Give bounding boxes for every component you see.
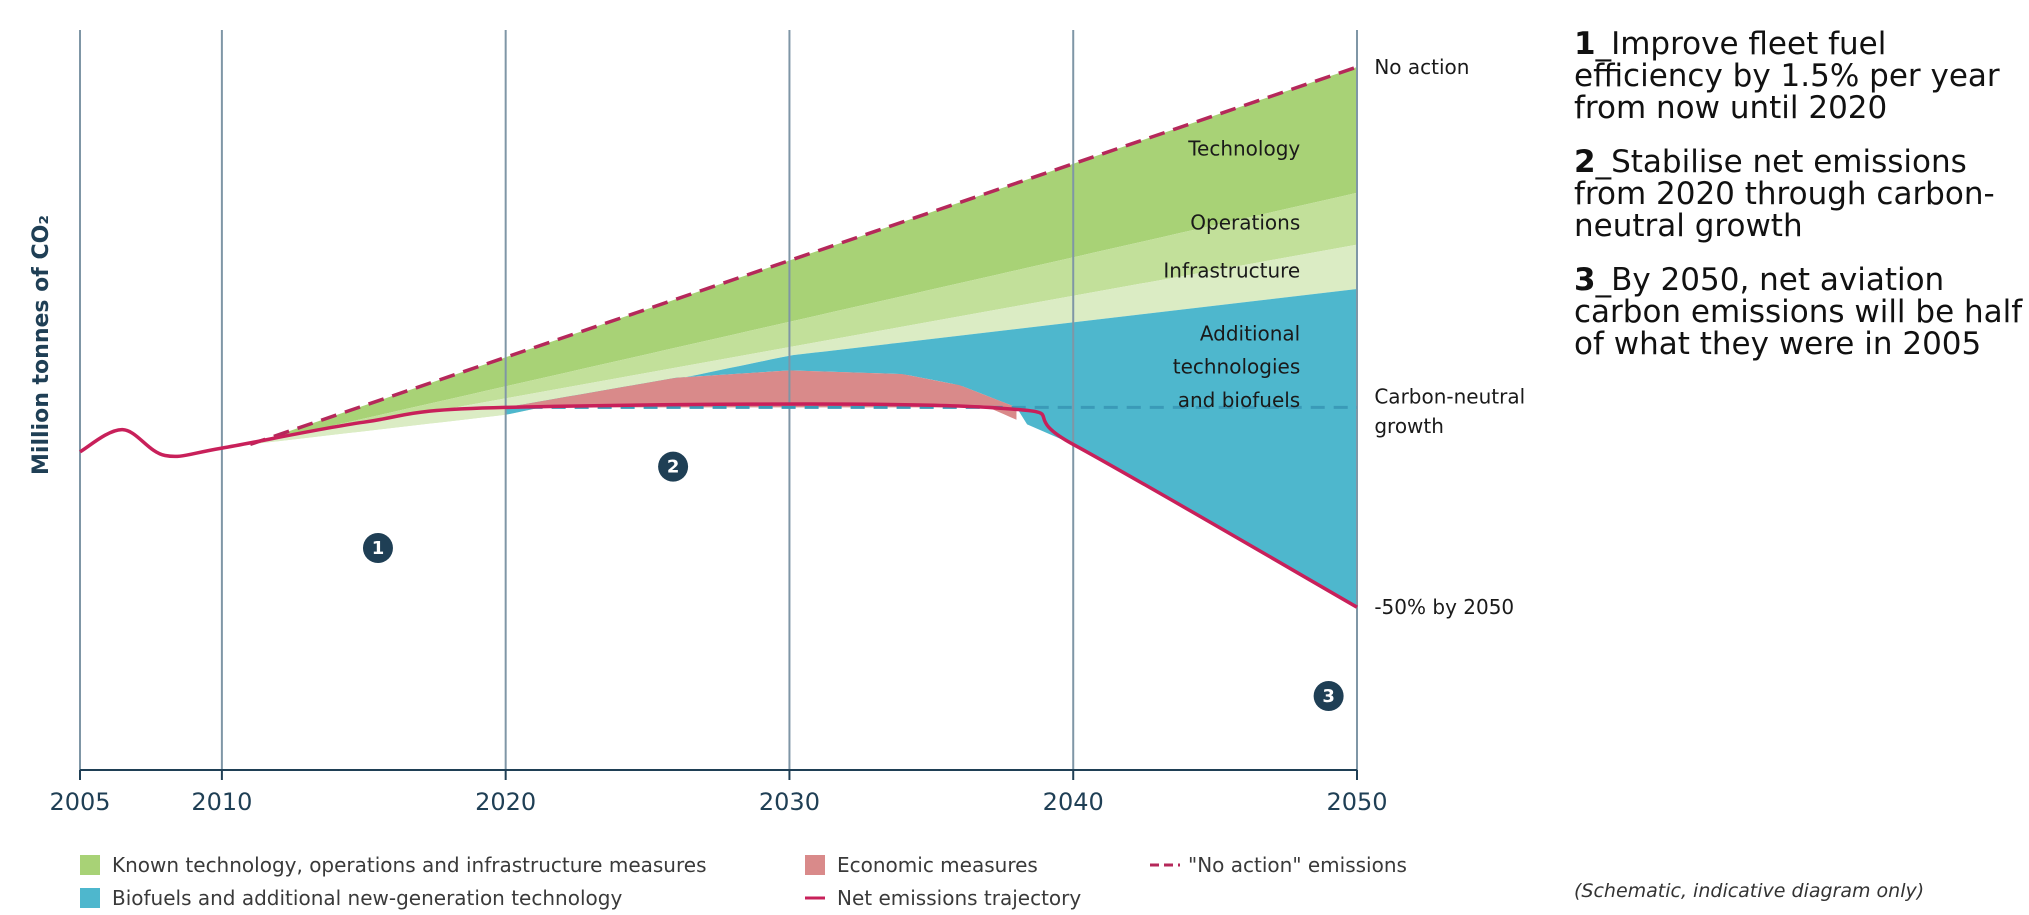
goal-marker-number: 3: [1322, 686, 1335, 707]
legend-item: Known technology, operations and infrast…: [80, 853, 707, 877]
emissions-chart: 2005 2010 2020 2030 2040 2050 Million tonnes o…: [29, 30, 1525, 910]
goal-number: 2: [1574, 144, 1596, 180]
band-label: Technology: [1187, 136, 1300, 160]
legend-swatch: [805, 855, 825, 875]
band-label: and biofuels: [1178, 388, 1300, 412]
legend-label: Known technology, operations and infrast…: [112, 853, 707, 877]
band-label: Additional: [1200, 321, 1300, 345]
area-operations: [250, 192, 1358, 445]
grid-lines: [79, 30, 1358, 770]
legend-item: Economic measures: [805, 853, 1038, 877]
no-action-line: [249, 65, 1358, 447]
legend-label: "No action" emissions: [1188, 853, 1407, 877]
goal-text: _Stabilise net emissions from 2020 throu…: [1574, 144, 1995, 244]
goal-item-1: 1_Improve fleet fuel efficiency by 1.5% …: [1574, 28, 2024, 124]
annotation: growth: [1374, 414, 1444, 438]
legend-item: "No action" emissions: [1150, 853, 1407, 877]
chart-labels: Technology Operations Infrastructure Additi…: [1163, 55, 1525, 619]
goal-marker-3: 3: [1313, 681, 1344, 711]
legend-label: Net emissions trajectory: [837, 886, 1081, 910]
net-emissions-line: [79, 402, 1358, 609]
goal-markers: 1 2 3: [362, 451, 1344, 711]
goal-marker-circle: [362, 533, 393, 563]
goal-marker-circle: [1313, 681, 1344, 711]
goal-number: 1: [1574, 26, 1596, 62]
legend-label: Economic measures: [837, 853, 1038, 877]
legend: Known technology, operations and infrast…: [80, 853, 1407, 910]
legend-swatch: [80, 855, 100, 875]
goals-list: 1_Improve fleet fuel efficiency by 1.5% …: [1574, 28, 2024, 382]
goal-number: 3: [1574, 262, 1596, 298]
x-tick-label-2050: 2050: [1326, 788, 1387, 816]
goal-item-3: 3_By 2050, net aviation carbon emissions…: [1574, 264, 2024, 360]
legend-item: Net emissions trajectory: [805, 886, 1081, 910]
area-infrastructure-early: [250, 407, 506, 445]
x-tick-label-2010: 2010: [191, 788, 252, 816]
area-biofuels: [505, 289, 1358, 608]
series-lines: [79, 65, 1358, 609]
band-label: technologies: [1173, 355, 1301, 379]
axes: 2005 2010 2020 2030 2040 2050 Million tonnes o…: [29, 215, 1388, 816]
goal-marker-number: 1: [372, 538, 385, 559]
x-tick-label-2005: 2005: [49, 788, 110, 816]
x-tick-label-2030: 2030: [759, 788, 820, 816]
band-label: Operations: [1190, 210, 1300, 234]
goal-marker-2: 2: [658, 451, 689, 482]
band-label: Infrastructure: [1163, 259, 1300, 283]
schematic-note: (Schematic, indicative diagram only): [1574, 880, 1925, 902]
legend-item: Biofuels and additional new-generation t…: [80, 886, 622, 910]
x-tick-label-2040: 2040: [1043, 788, 1104, 816]
area-economic-measures: [505, 370, 1017, 420]
goal-marker-1: 1: [362, 533, 393, 563]
annotation: -50% by 2050: [1374, 595, 1514, 619]
legend-label: Biofuels and additional new-generation t…: [112, 886, 622, 910]
area-infrastructure: [250, 244, 1358, 445]
goal-item-2: 2_Stabilise net emissions from 2020 thro…: [1574, 146, 2024, 242]
legend-swatch: [80, 888, 100, 908]
annotation: Carbon-neutral: [1374, 384, 1525, 408]
goal-text: _Improve fleet fuel efficiency by 1.5% p…: [1574, 26, 2000, 126]
goal-marker-circle: [658, 451, 689, 482]
x-tick-label-2020: 2020: [475, 788, 536, 816]
goal-marker-number: 2: [667, 457, 680, 478]
annotation: No action: [1374, 55, 1469, 79]
goal-text: _By 2050, net aviation carbon emissions …: [1574, 262, 2023, 362]
y-axis-label: Million tonnes of CO₂: [29, 215, 54, 475]
